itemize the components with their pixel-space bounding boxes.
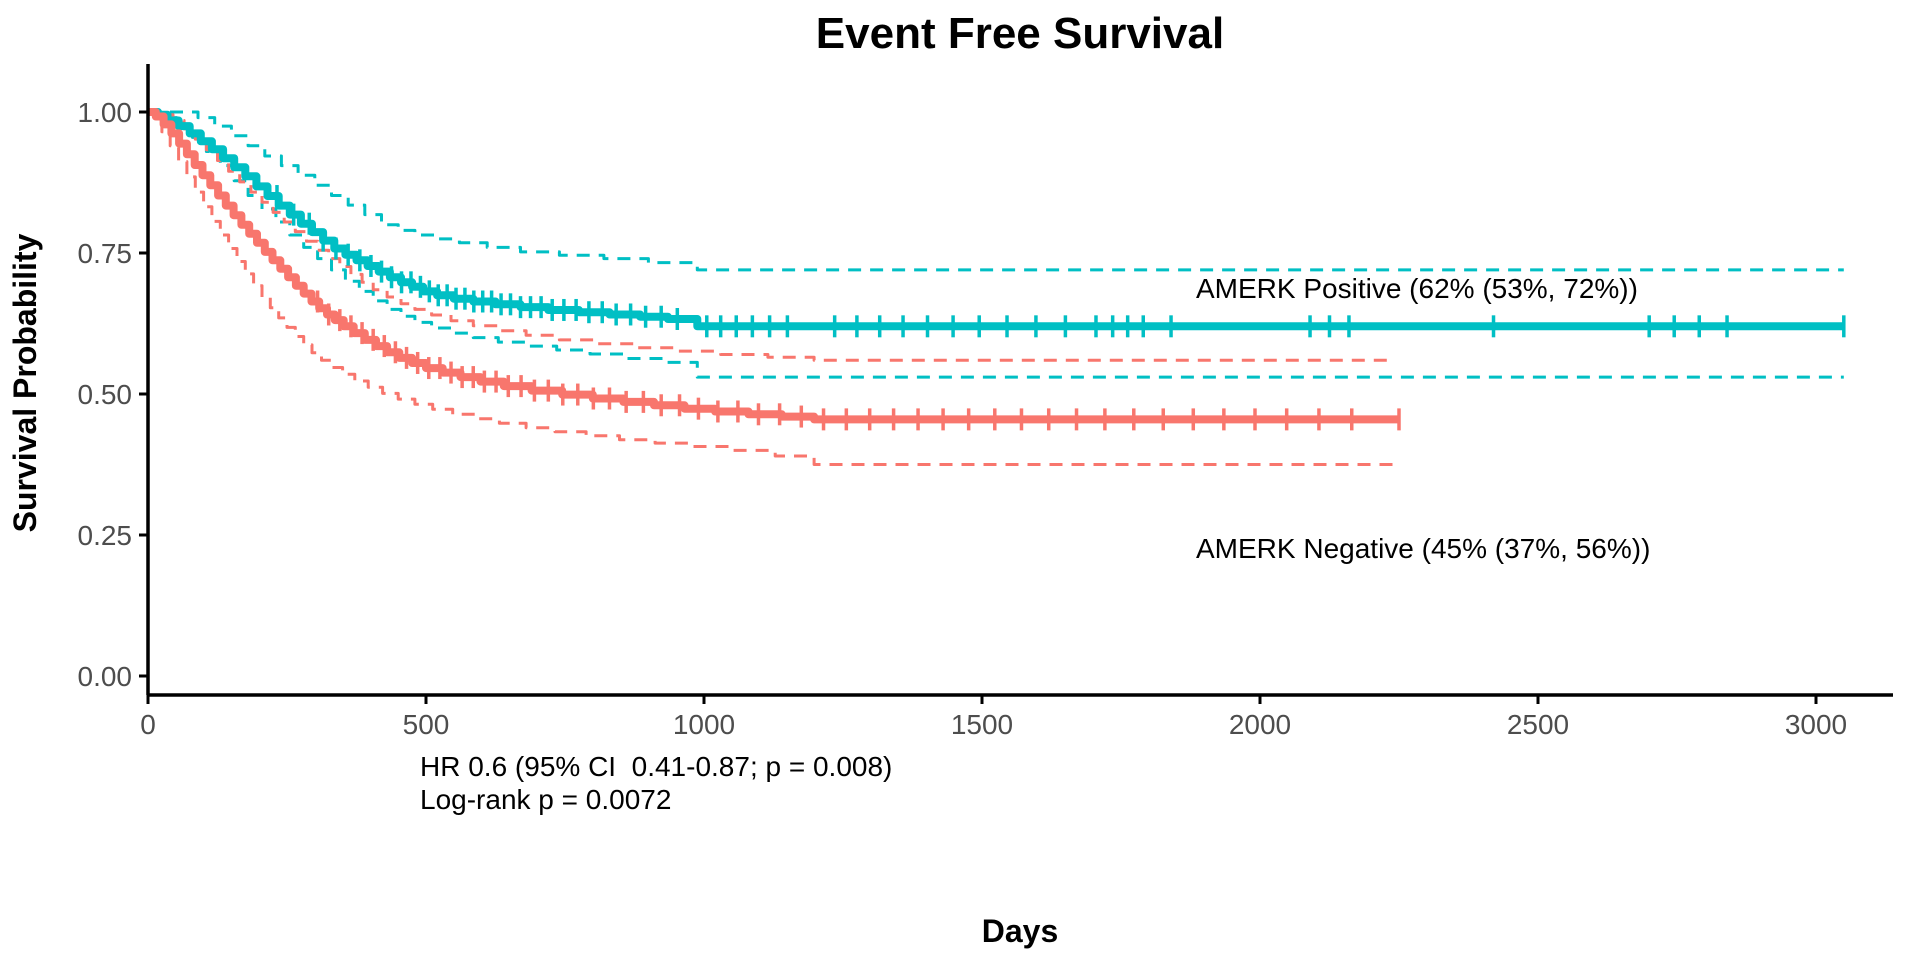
y-tick-label: 0.25	[78, 520, 133, 551]
x-tick-label: 500	[403, 709, 450, 740]
censor-marks-layer	[275, 185, 1846, 431]
amerk-positive-ci-upper	[148, 110, 1844, 272]
x-tick-label: 1000	[673, 709, 735, 740]
y-tick-label: 0.75	[78, 238, 133, 269]
label-amerk-positive: AMERK Positive (62% (53%, 72%))	[1196, 273, 1638, 304]
annotation-logrank: Log-rank p = 0.0072	[420, 784, 671, 815]
y-axis-title: Survival Probability	[7, 233, 43, 532]
x-tick-label: 2000	[1229, 709, 1291, 740]
axes-layer: 0 500 1000 1500 2000 2500 3000 1.00 0.75 0.50 0.25…	[78, 64, 1893, 740]
annotation-hazard-ratio: HR 0.6 (95% CI 0.41-0.87; p = 0.008)	[420, 751, 892, 782]
amerk-positive-curve	[148, 108, 1844, 331]
y-tick-label: 1.00	[78, 97, 133, 128]
amerk-negative-ci-upper	[148, 110, 1394, 362]
x-tick-label: 3000	[1785, 709, 1847, 740]
x-tick-label: 1500	[951, 709, 1013, 740]
chart-title: Event Free Survival	[816, 9, 1224, 58]
y-tick-label: 0.50	[78, 379, 133, 410]
amerk-negative-curve	[148, 108, 1399, 424]
survival-curves-layer	[148, 108, 1844, 424]
confidence-interval-layer	[148, 110, 1844, 466]
x-axis-title: Days	[982, 913, 1059, 949]
amerk-negative-ci-lower	[148, 110, 1394, 466]
x-tick-label: 2500	[1507, 709, 1569, 740]
amerk-positive-ci-lower	[148, 110, 1844, 379]
x-tick-label: 0	[140, 709, 156, 740]
label-amerk-negative: AMERK Negative (45% (37%, 56%))	[1196, 533, 1650, 564]
y-tick-label: 0.00	[78, 661, 133, 692]
